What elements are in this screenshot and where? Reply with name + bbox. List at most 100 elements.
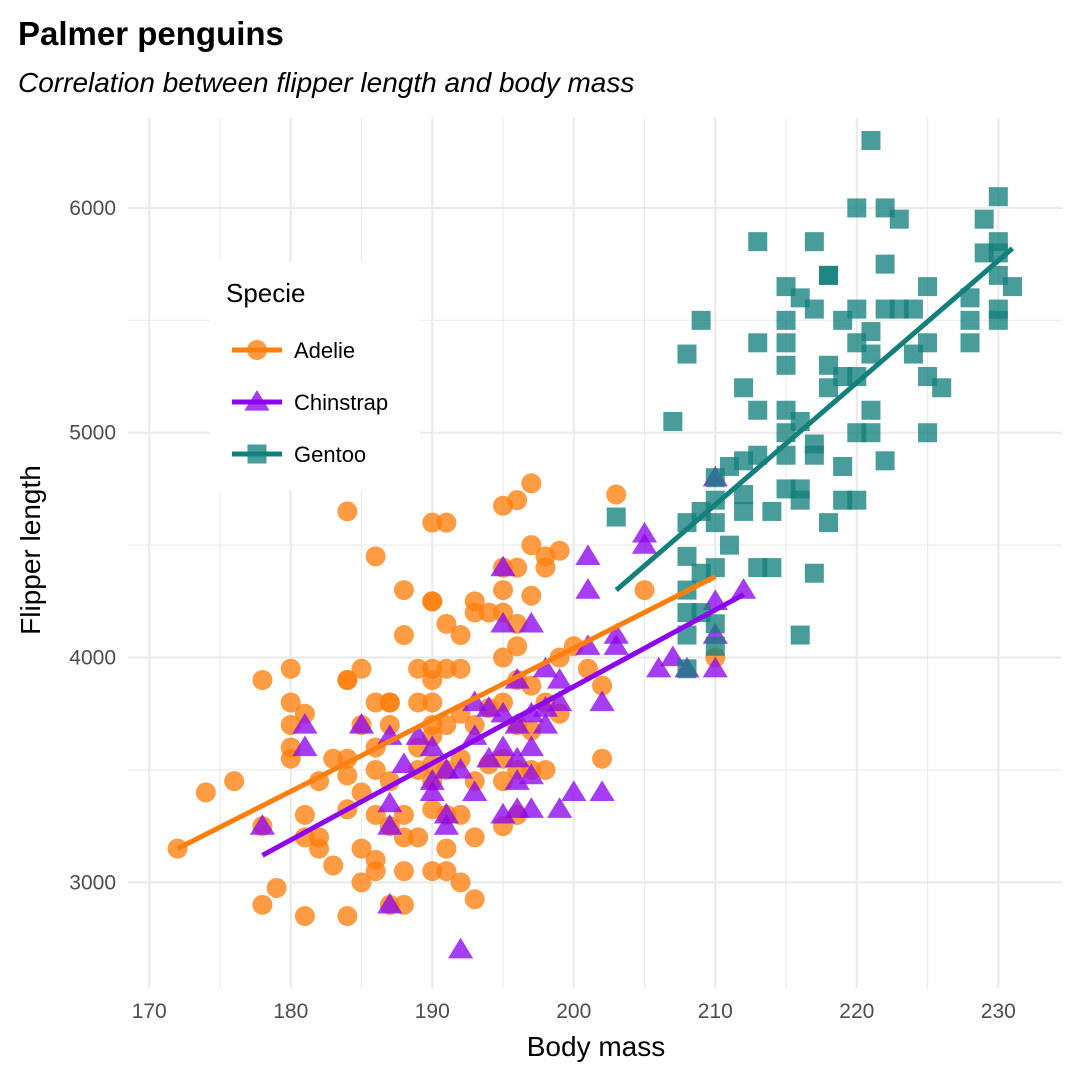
gentoo-point (861, 130, 881, 150)
chinstrap-point (419, 780, 445, 802)
y-tick-label: 5000 (69, 422, 116, 445)
chinstrap-point (730, 578, 757, 599)
chinstrap-point (547, 797, 573, 818)
gentoo-point (691, 310, 711, 330)
gentoo-point (748, 445, 768, 465)
gentoo-point (748, 400, 768, 420)
chinstrap-point (575, 634, 601, 655)
adelie-point (521, 473, 542, 494)
gentoo-trend-line (614, 246, 1015, 592)
gentoo-point (606, 507, 626, 527)
gentoo-point (677, 546, 697, 566)
chinstrap-point (348, 712, 375, 734)
chinstrap-point (433, 814, 460, 835)
chinstrap-point (292, 712, 318, 734)
adelie-point (464, 827, 485, 848)
chinstrap-point (547, 668, 573, 689)
gentoo-point (663, 411, 683, 431)
adelie-point (436, 613, 457, 634)
adelie-point (521, 585, 542, 606)
adelie-point (408, 658, 429, 679)
adelie-point (436, 658, 457, 679)
gentoo-point (918, 277, 938, 297)
adelie-point (351, 838, 372, 859)
chinstrap-point (518, 611, 544, 633)
adelie-point (606, 484, 627, 505)
legend-label: Gentoo (294, 442, 366, 467)
adelie-point (195, 782, 216, 803)
gentoo-point (833, 456, 853, 476)
adelie-point (351, 872, 372, 893)
chinstrap-point (377, 814, 403, 835)
adelie-point (493, 580, 514, 601)
chinstrap-point (504, 746, 530, 768)
adelie-point (521, 720, 542, 741)
x-tick-label: 230 (981, 1000, 1016, 1023)
gentoo-point (804, 299, 824, 319)
adelie-point (507, 490, 528, 511)
adelie-point (294, 804, 315, 825)
gentoo-point (847, 299, 867, 319)
x-tick-label: 210 (698, 1000, 733, 1023)
gentoo-point (677, 344, 697, 364)
adelie-point (408, 827, 429, 848)
trend-lines (176, 246, 1015, 858)
x-tick-label: 180 (273, 1000, 308, 1023)
gentoo-point (903, 299, 923, 319)
legend: Specie Adelie Chinstrap Gentoo (210, 262, 420, 490)
chinstrap-point (575, 544, 601, 566)
adelie-point (351, 658, 372, 679)
gentoo-point (988, 187, 1008, 207)
gentoo-point (705, 513, 725, 533)
adelie-point (422, 512, 443, 533)
gentoo-point (790, 625, 810, 645)
adelie-point (592, 748, 613, 769)
adelie-point (224, 771, 245, 792)
adelie-point (493, 647, 514, 668)
gentoo-point (705, 614, 725, 634)
chinstrap-point (532, 696, 559, 717)
adelie-point (309, 838, 330, 859)
legend-item-adelie: Adelie (232, 338, 355, 363)
adelie-point (450, 625, 471, 646)
chinstrap-trend-line (261, 592, 745, 858)
chinstrap-point (561, 780, 587, 802)
chinstrap-point (547, 690, 573, 712)
gentoo-point (960, 288, 980, 308)
gentoo-point (705, 636, 725, 656)
gentoo-point (734, 378, 754, 398)
legend-triangle-icon (244, 390, 270, 411)
legend-circle-icon (247, 340, 267, 360)
adelie-point (337, 501, 358, 522)
gentoo-point (748, 232, 768, 252)
gentoo-point (719, 535, 739, 555)
gentoo-point (819, 513, 838, 533)
adelie-point (464, 889, 485, 910)
chinstrap-point (249, 814, 276, 835)
chinstrap-point (532, 712, 559, 734)
gentoo-point (988, 310, 1008, 330)
adelie-point (365, 759, 386, 780)
adelie-point (592, 675, 613, 696)
x-tick-label: 200 (556, 1000, 591, 1023)
y-axis-title: Flipper length (15, 465, 46, 635)
adelie-point (521, 675, 542, 696)
adelie-point (422, 692, 443, 713)
adelie-point (266, 877, 287, 898)
chinstrap-point (391, 752, 417, 773)
adelie-point (393, 625, 414, 646)
adelie-point (323, 748, 344, 769)
legend-label: Chinstrap (294, 390, 388, 415)
adelie-point (365, 861, 386, 882)
chinstrap-point (433, 802, 460, 824)
gentoo-point (861, 344, 881, 364)
adelie-point (507, 636, 528, 657)
adelie-point (436, 838, 457, 859)
x-tick-label: 170 (132, 1000, 167, 1023)
gridlines (128, 118, 1062, 988)
chinstrap-point (518, 763, 544, 785)
gentoo-point (790, 490, 810, 510)
y-axis-ticks: 3000 4000 5000 6000 (69, 197, 116, 894)
adelie-point (422, 670, 443, 691)
chinstrap-point (377, 791, 403, 813)
